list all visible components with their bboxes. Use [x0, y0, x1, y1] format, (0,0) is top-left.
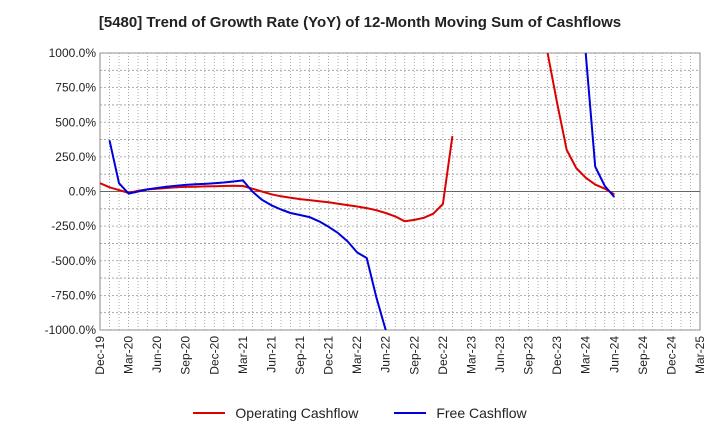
y-tick-label: 750.0% [55, 81, 96, 95]
x-tick-label: Mar-21 [236, 336, 250, 374]
series-layer [100, 53, 616, 330]
x-tick-label: Mar-22 [350, 336, 364, 374]
y-tick-label: -250.0% [51, 219, 96, 233]
y-tick-label: 1000.0% [49, 46, 97, 60]
axis-layer: 1000.0% 750.0% 500.0% 250.0% 0.0% -250.0% -500… [45, 46, 707, 375]
y-tick-label: -1000.0% [45, 323, 97, 337]
x-tick-label: Mar-23 [464, 336, 478, 374]
x-tick-label: Mar-20 [122, 336, 136, 374]
grid-layer [99, 52, 701, 331]
x-tick-label: Sep-22 [407, 336, 421, 375]
free-cashflow-line-2 [108, 140, 387, 330]
y-tick-label: -500.0% [51, 254, 96, 268]
x-tick-label: Sep-21 [293, 336, 307, 375]
x-tick-label: Jun-22 [379, 336, 393, 373]
y-tick-label: 500.0% [55, 115, 96, 129]
chart-svg: 1000.0% 750.0% 500.0% 250.0% 0.0% -250.0% -500… [45, 46, 707, 375]
x-tick-label: Sep-24 [636, 336, 650, 375]
legend-item-free: Free Cashflow [394, 405, 527, 421]
x-tick-label: Mar-25 [693, 336, 707, 374]
x-tick-label: Jun-23 [493, 336, 507, 373]
x-tick-label: Dec-20 [207, 336, 221, 375]
legend: Operating Cashflow Free Cashflow [0, 405, 720, 421]
x-tick-label: Dec-22 [436, 336, 450, 375]
legend-label-free: Free Cashflow [436, 405, 527, 421]
x-tick-label: Dec-24 [664, 336, 678, 375]
x-tick-label: Dec-19 [93, 336, 107, 375]
y-tick-label: 0.0% [69, 185, 97, 199]
x-tick-label: Dec-23 [550, 336, 564, 375]
chart-title: [5480] Trend of Growth Rate (YoY) of 12-… [98, 14, 622, 31]
legend-label-operating: Operating Cashflow [235, 405, 359, 421]
free-cashflow-line-3 [584, 53, 616, 198]
x-tick-label: Dec-21 [322, 336, 336, 375]
x-tick-label: Jun-21 [264, 336, 278, 373]
legend-item-operating: Operating Cashflow [193, 405, 358, 421]
x-tick-label: Sep-20 [179, 336, 193, 375]
operating-cashflow-line-1 [546, 53, 615, 196]
y-tick-label: 250.0% [55, 150, 96, 164]
x-tick-label: Jun-20 [150, 336, 164, 373]
x-tick-label: Sep-23 [522, 336, 536, 375]
y-tick-label: -750.0% [51, 288, 96, 302]
x-tick-label: Jun-24 [607, 336, 621, 373]
legend-swatch-free [394, 412, 427, 414]
x-tick-label: Mar-24 [579, 336, 593, 374]
legend-swatch-operating [193, 412, 226, 414]
